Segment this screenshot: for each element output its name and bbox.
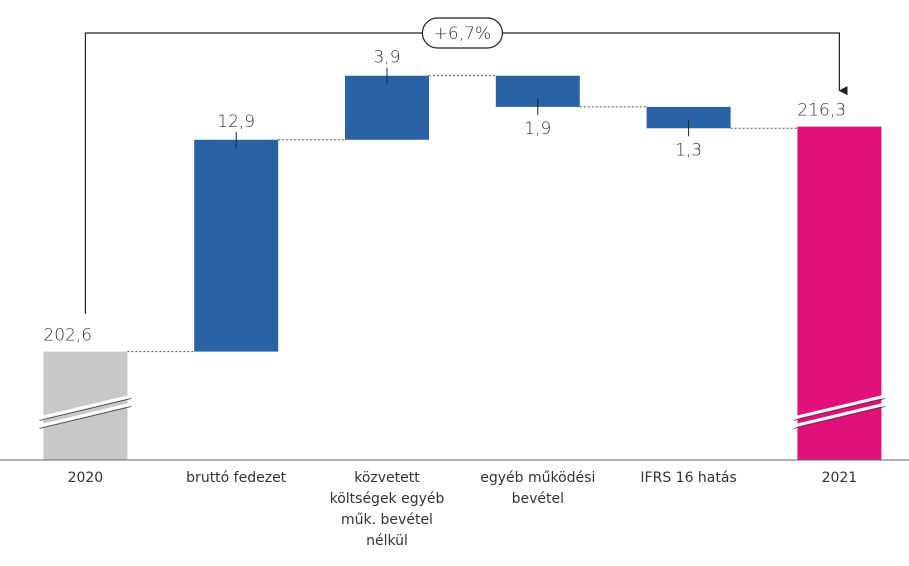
axis-break [39, 394, 132, 420]
value-label: 3,9 [373, 48, 400, 68]
axis-break [793, 402, 886, 428]
value-label: 1,3 [675, 140, 702, 160]
annotation-box [421, 17, 503, 49]
x-tick-label: közvetett költségek egyéb műk. bevétel n… [329, 470, 445, 549]
axis-break-edge [39, 398, 132, 421]
axis-break [39, 402, 132, 428]
axis-break-edge [793, 398, 886, 421]
bar [194, 139, 279, 352]
x-tick-label: 2020 [67, 470, 104, 486]
x-tick-label: egyéb működési bevétel [480, 470, 596, 507]
bar [646, 106, 731, 129]
x-tick-label: IFRS 16 hatás [640, 470, 737, 486]
value-label: 1,9 [524, 119, 551, 139]
x-tick-label: bruttó fedezet [186, 470, 287, 486]
annotation: +6,7% [434, 24, 491, 44]
axis-break [793, 394, 886, 420]
axis-break-edge [793, 406, 886, 429]
value-label: 12,9 [217, 112, 255, 132]
bar [345, 75, 429, 140]
bar [797, 126, 882, 460]
value-label: 202,6 [43, 326, 92, 346]
axis-break-edge [39, 406, 132, 429]
x-tick-label: 2021 [821, 470, 858, 486]
value-label: 216,3 [797, 101, 846, 121]
